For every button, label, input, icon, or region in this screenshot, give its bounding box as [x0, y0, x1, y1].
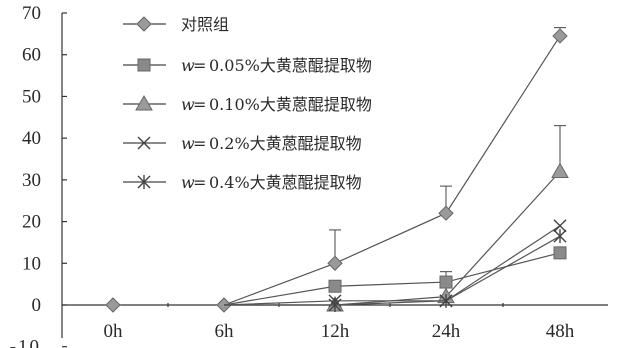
data-point [328, 279, 342, 293]
x-tick-label: 6h [215, 321, 235, 342]
series-line [223, 252, 561, 306]
x-tick-label: 48h [546, 321, 575, 342]
legend-equals: = [193, 95, 206, 114]
data-point [328, 298, 342, 312]
y-tick-label: 20 [22, 212, 41, 233]
series-line [223, 225, 561, 306]
legend-label: 对照组 [181, 15, 229, 34]
series-line [224, 235, 561, 306]
y-tick-label: 0 [32, 295, 42, 316]
legend-item-3: w= 0.10%大黄蒽醌提取物 [123, 94, 372, 114]
legend-marker [137, 175, 151, 189]
legend-label: 0.10%大黄蒽醌提取物 [209, 95, 372, 114]
series-1 [105, 27, 568, 313]
series-2 [223, 246, 567, 306]
legend-prefix: w [181, 56, 195, 75]
data-point [551, 162, 569, 179]
legend-marker [137, 58, 151, 72]
data-point [327, 255, 343, 271]
y-tick-label: 10 [22, 253, 41, 274]
legend-item-2: w= 0.05%大黄蒽醌提取物 [123, 56, 372, 75]
legend-item-5: w= 0.4%大黄蒽醌提取物 [123, 173, 362, 192]
legend-item-4: w= 0.2%大黄蒽醌提取物 [123, 134, 362, 153]
legend-equals: = [193, 56, 206, 75]
legend-label: 0.4%大黄蒽醌提取物 [209, 173, 362, 192]
y-tick-label: 70 [22, 3, 41, 24]
x-tick-label: 24h [432, 321, 461, 342]
legend-equals: = [193, 173, 206, 192]
y-tick-label: 60 [22, 45, 41, 66]
series-4 [223, 219, 567, 308]
data-point [439, 293, 453, 308]
y-axis-ticks: -10 0 10 20 30 40 50 60 70 [10, 3, 67, 348]
legend-prefix: w [181, 173, 195, 192]
legend-marker [137, 136, 151, 150]
x-axis-ticks: 0h 6h 12h 24h 48h [104, 321, 575, 342]
data-point [553, 229, 567, 244]
legend-label: 0.2%大黄蒽醌提取物 [209, 134, 362, 153]
y-tick-label: 30 [22, 170, 41, 191]
data-point [552, 28, 568, 44]
data-point [553, 219, 567, 233]
legend-label: 0.05%大黄蒽醌提取物 [209, 56, 372, 75]
y-tick-label: 40 [22, 128, 41, 149]
x-tick-label: 12h [321, 321, 350, 342]
legend-marker [136, 16, 152, 32]
legend-item-1: 对照组 [123, 15, 229, 34]
series-5 [224, 229, 567, 312]
y-tick-label: -10 [10, 337, 41, 348]
series-3 [224, 125, 569, 312]
data-point [439, 275, 453, 289]
legend-prefix: w [181, 95, 195, 114]
legend-prefix: w [181, 134, 195, 153]
series-line [223, 35, 561, 306]
data-point [553, 246, 567, 260]
x-tick-label: 0h [104, 321, 124, 342]
legend-equals: = [193, 134, 206, 153]
y-tick-label: 50 [22, 86, 41, 107]
legend-marker [135, 94, 153, 111]
data-point [105, 297, 121, 313]
data-point [438, 205, 454, 221]
series-group [105, 27, 569, 313]
